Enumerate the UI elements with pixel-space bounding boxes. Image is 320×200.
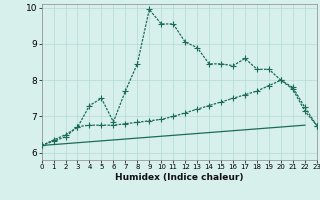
X-axis label: Humidex (Indice chaleur): Humidex (Indice chaleur) — [115, 173, 244, 182]
